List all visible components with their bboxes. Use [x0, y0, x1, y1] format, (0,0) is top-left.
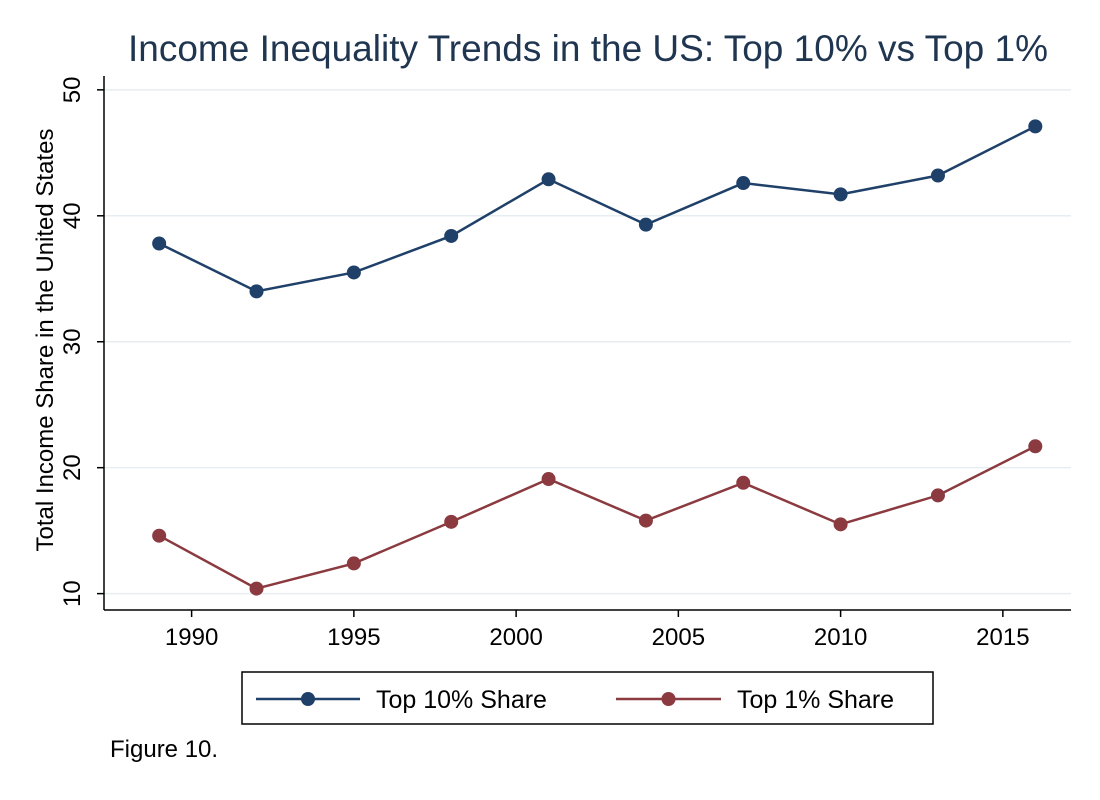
data-point — [541, 472, 556, 487]
x-tick-label: 1990 — [165, 624, 218, 651]
y-tick-label: 30 — [59, 328, 86, 355]
data-point — [736, 176, 751, 191]
series-line — [158, 445, 1036, 590]
y-axis-label: Total Income Share in the United States — [32, 129, 59, 552]
y-tick-label: 40 — [59, 202, 86, 229]
x-tick-label: 2000 — [489, 624, 542, 651]
data-point — [346, 556, 361, 571]
gridlines — [104, 89, 1071, 595]
legend-marker — [301, 692, 315, 706]
y-tick-label: 50 — [59, 77, 86, 104]
data-point — [1028, 119, 1043, 134]
legend-label: Top 10% Share — [376, 686, 547, 714]
axes: 10 20 30 40 50 1990 1995 2000 2005 2010 2015 — [59, 76, 1071, 651]
x-tick-label: 1995 — [327, 624, 380, 651]
legend: Top 10% Share Top 1% Share — [241, 671, 934, 725]
series-layer — [152, 119, 1043, 596]
series-line — [158, 125, 1036, 293]
data-point — [638, 513, 653, 528]
data-point — [346, 265, 361, 280]
data-point — [1028, 439, 1043, 454]
data-point — [638, 217, 653, 232]
data-point — [833, 187, 848, 202]
figure-caption: Figure 10. — [110, 736, 219, 763]
y-tick-label: 10 — [59, 580, 86, 607]
data-point — [444, 514, 459, 529]
y-tick-label: 20 — [59, 454, 86, 481]
data-point — [736, 475, 751, 490]
data-point — [152, 528, 167, 543]
data-point — [444, 228, 459, 243]
data-point — [152, 236, 167, 251]
data-point — [930, 488, 945, 503]
data-point — [541, 172, 556, 187]
data-point — [249, 581, 264, 596]
data-point — [833, 517, 848, 532]
x-tick-label: 2015 — [976, 624, 1029, 651]
chart-title: Income Inequality Trends in the US: Top … — [128, 28, 1048, 69]
x-tick-label: 2005 — [652, 624, 705, 651]
legend-label: Top 1% Share — [737, 686, 894, 714]
data-point — [930, 168, 945, 183]
data-point — [249, 284, 264, 299]
x-tick-label: 2010 — [814, 624, 867, 651]
legend-marker — [661, 692, 676, 706]
